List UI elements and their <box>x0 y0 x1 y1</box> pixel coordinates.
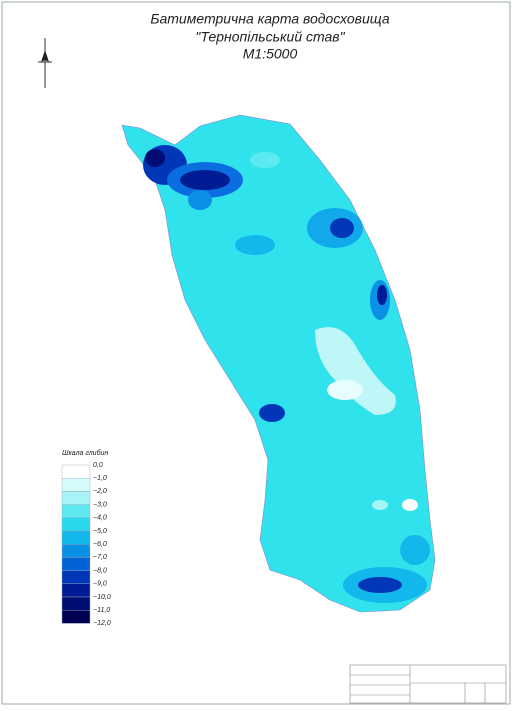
legend-label: −9,0 <box>93 581 107 588</box>
north-arrow <box>38 38 52 88</box>
legend-label: −10,0 <box>93 594 111 601</box>
legend-swatch <box>61 504 91 519</box>
legend-swatch <box>61 491 91 505</box>
legend-label: −3,0 <box>93 501 107 508</box>
legend-swatch <box>61 610 91 624</box>
legend-swatch <box>61 596 91 611</box>
reservoir <box>121 114 436 613</box>
title-block <box>349 664 507 704</box>
legend-label: −5,0 <box>93 528 107 535</box>
legend-label: −4,0 <box>93 515 107 522</box>
title-line: Батиметрична карта водосховища <box>150 11 389 27</box>
legend-swatch <box>61 478 91 492</box>
legend: Шкала глибин 0,0 −1,0 −2,0 −3,0 −4,0 −5,0 −6,0… <box>61 449 111 627</box>
legend-label: −12,0 <box>93 620 111 627</box>
legend-label: −11,0 <box>93 607 110 614</box>
legend-swatch <box>61 544 91 558</box>
legend-swatch <box>61 530 91 545</box>
legend-label: −7,0 <box>93 554 107 561</box>
legend-swatch <box>61 570 91 584</box>
legend-title: Шкала глибин <box>62 449 108 457</box>
legend-swatch <box>61 517 91 532</box>
title-line: М1:5000 <box>243 46 298 62</box>
title-line: "Тернопільський став" <box>195 29 345 45</box>
legend-label: −1,0 <box>93 475 107 482</box>
legend-label: −8,0 <box>93 567 107 574</box>
legend-label: −2,0 <box>93 488 107 495</box>
legend-swatch <box>61 583 91 598</box>
legend-swatch <box>61 464 91 479</box>
legend-swatch <box>61 557 91 571</box>
legend-label: 0,0 <box>93 462 103 469</box>
legend-label: −6,0 <box>93 541 107 548</box>
